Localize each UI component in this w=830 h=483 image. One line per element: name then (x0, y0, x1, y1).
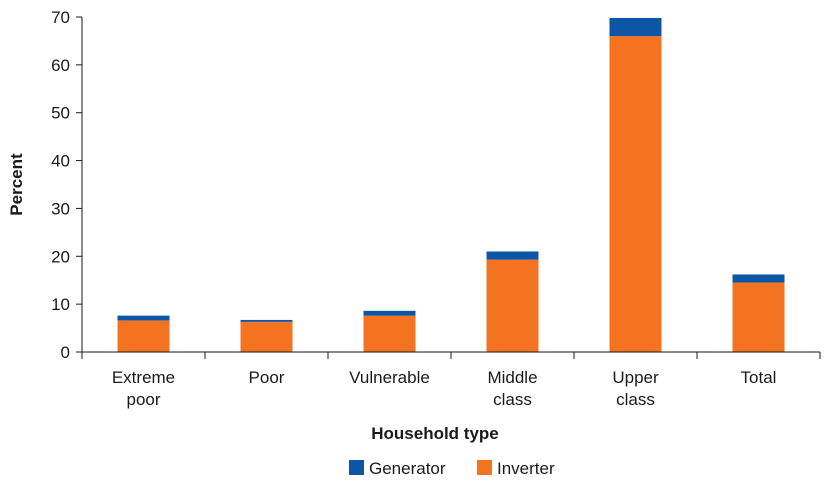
bar-generator (240, 319, 293, 322)
axes-layer (81, 17, 820, 353)
bar-inverter (609, 36, 662, 353)
y-tick-label: 50 (51, 104, 70, 123)
y-tick-label: 60 (51, 56, 70, 75)
bar-inverter (117, 320, 170, 352)
bar-inverter (363, 315, 416, 352)
bar-generator (609, 17, 662, 37)
x-tick-label-line: class (493, 390, 532, 409)
y-tick-label: 10 (51, 295, 70, 314)
bar-inverter (240, 321, 293, 352)
x-axis-title: Household type (371, 424, 499, 443)
bars-layer (117, 17, 785, 353)
legend-swatch-inverter (477, 460, 492, 475)
y-axis-title: Percent (7, 153, 26, 216)
x-tick-label: Vulnerable (349, 368, 430, 387)
bar-inverter (732, 282, 785, 352)
bar-generator (732, 274, 785, 283)
x-tick-label-line: Upper (612, 368, 659, 387)
x-tick-label: Middle class (487, 368, 537, 409)
legend: Generator Inverter (349, 459, 555, 478)
x-tick-label-line: Middle (487, 368, 537, 387)
bar-generator (486, 251, 539, 260)
bar-generator (117, 315, 170, 321)
x-tick-label-line: class (616, 390, 655, 409)
y-tick-label: 40 (51, 152, 70, 171)
x-tick-label-line: Total (741, 368, 777, 387)
y-ticks: 0 10 20 30 40 50 60 70 (51, 8, 82, 362)
legend-label-inverter: Inverter (497, 459, 555, 478)
x-tick-label-line: Vulnerable (349, 368, 430, 387)
y-tick-label: 70 (51, 8, 70, 27)
bar-inverter (486, 259, 539, 352)
x-tick-label: Total (741, 368, 777, 387)
x-tick-label-line: Extreme (112, 368, 175, 387)
x-tick-label-line: Poor (249, 368, 285, 387)
legend-label-generator: Generator (369, 459, 446, 478)
x-tick-label: Upper class (612, 368, 659, 409)
x-tick-label: Extreme poor (112, 368, 175, 409)
x-tick-label: Poor (249, 368, 285, 387)
y-tick-label: 30 (51, 199, 70, 218)
y-tick-label: 20 (51, 247, 70, 266)
x-tick-label-line: poor (126, 390, 160, 409)
legend-swatch-generator (349, 460, 364, 475)
bar-generator (363, 310, 416, 316)
y-tick-label: 0 (61, 343, 70, 362)
